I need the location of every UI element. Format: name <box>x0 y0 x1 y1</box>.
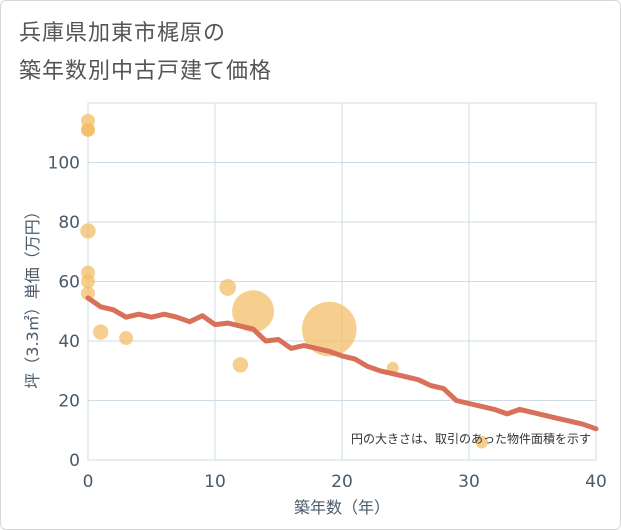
bubble-point <box>232 357 249 373</box>
size-note: 円の大きさは、取引のあった物件面積を示す <box>351 431 591 446</box>
x-tick-label: 0 <box>83 472 94 492</box>
y-tick-label: 40 <box>58 332 80 352</box>
x-tick-label: 10 <box>204 472 226 492</box>
grid-lines <box>88 103 596 460</box>
x-tick-label: 30 <box>458 472 480 492</box>
bubble-point <box>81 274 95 289</box>
y-tick-label: 20 <box>58 392 80 412</box>
bubble-point <box>475 435 489 449</box>
bubble-point <box>81 286 95 301</box>
x-tick-labels: 0 10 20 30 40 <box>83 472 607 492</box>
bubble-point <box>93 324 109 340</box>
bubble-point <box>219 279 237 296</box>
y-tick-label: 0 <box>69 451 80 471</box>
bubble-point <box>80 223 96 239</box>
chart-title-line-1: 兵庫県加東市梶原の <box>19 21 227 46</box>
bubble-series <box>80 113 489 449</box>
y-axis-label: 坪（3.3㎡）単価（万円） <box>23 203 42 388</box>
trend-line <box>85 295 599 432</box>
bubble-point <box>302 301 357 357</box>
y-tick-label: 80 <box>58 213 80 233</box>
bubble-point <box>81 122 95 137</box>
x-tick-label: 20 <box>331 472 353 492</box>
y-tick-label: 100 <box>48 154 80 174</box>
chart-title-line-2: 築年数別中古戸建て価格 <box>19 59 273 84</box>
bubble-point <box>232 290 275 333</box>
y-tick-label: 60 <box>58 273 80 293</box>
x-axis-label: 築年数（年） <box>294 498 390 517</box>
trend-line-series <box>85 295 599 432</box>
x-tick-label: 40 <box>585 472 607 492</box>
bubble-point <box>119 331 134 346</box>
y-tick-labels: 0 20 40 60 80 100 <box>48 154 80 472</box>
